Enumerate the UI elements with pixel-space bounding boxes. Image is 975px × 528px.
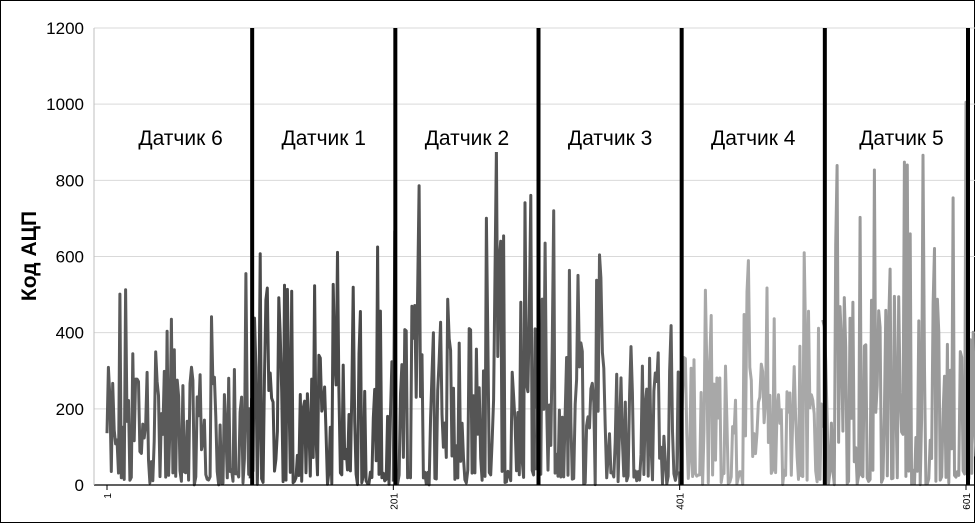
- axes: [93, 28, 975, 486]
- series-line: [105, 272, 252, 487]
- y-axis-label: Код АЦП: [18, 211, 41, 301]
- section-label: Датчик 1: [282, 127, 366, 150]
- section-labels: Датчик 6 Датчик 1 Датчик 2 Датчик 3 Датчик 4…: [118, 122, 964, 152]
- x-tick-label: 201: [389, 493, 400, 510]
- y-tick-label: 400: [56, 324, 84, 343]
- series-line: [821, 100, 975, 487]
- section-label: Датчик 4: [711, 127, 796, 150]
- section-label-bg: [691, 122, 816, 152]
- x-tick-labels: 1 201 401 601: [103, 485, 973, 510]
- x-tick-label: 401: [676, 493, 687, 510]
- section-label: Датчик 6: [138, 127, 222, 150]
- section-label-bg: [839, 122, 964, 152]
- series-group: [105, 100, 975, 487]
- series-line: [535, 209, 682, 487]
- y-tick-label: 200: [56, 400, 84, 419]
- section-label-bg: [261, 122, 386, 152]
- y-tick-label: 600: [56, 248, 84, 267]
- section-label: Датчик 3: [568, 127, 652, 150]
- x-tick-label: 1: [103, 493, 114, 499]
- section-label-bg: [404, 122, 529, 152]
- y-tick-label: 1200: [46, 19, 84, 38]
- section-label-bg: [118, 122, 243, 152]
- series-line: [391, 148, 538, 487]
- y-tick-label: 0: [75, 476, 84, 495]
- series-line: [248, 245, 395, 487]
- x-tick-label: 601: [962, 493, 973, 510]
- separators: [250, 28, 970, 485]
- section-label: Датчик 5: [859, 127, 943, 150]
- y-tick-label: 800: [56, 171, 84, 190]
- series-line: [678, 251, 825, 486]
- section-label-bg: [548, 122, 673, 152]
- y-tick-labels: 0 200 400 600 800 1000 1200: [46, 19, 84, 495]
- y-tick-label: 1000: [46, 95, 84, 114]
- section-label: Датчик 2: [425, 127, 509, 150]
